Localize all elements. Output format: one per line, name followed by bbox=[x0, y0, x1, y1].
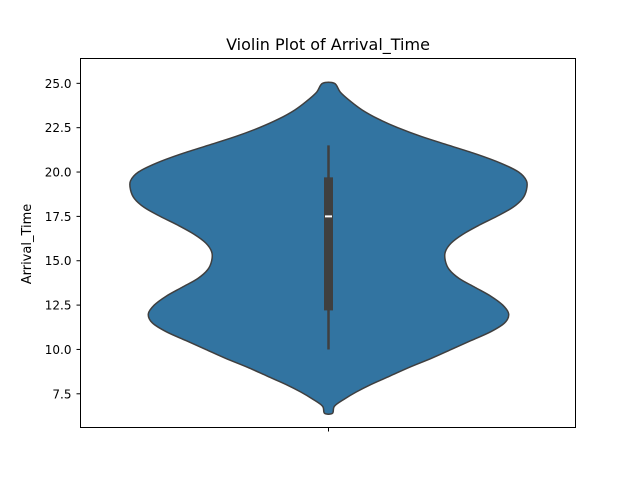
chart-title: Violin Plot of Arrival_Time bbox=[226, 35, 430, 55]
y-tick-label: 20.0 bbox=[45, 166, 72, 180]
y-axis-label: Arrival_Time bbox=[20, 204, 35, 285]
y-tick-label: 25.0 bbox=[45, 77, 72, 91]
y-tick-label: 10.0 bbox=[45, 343, 72, 357]
y-tick-label: 7.5 bbox=[52, 387, 71, 401]
plot-frame bbox=[80, 58, 576, 428]
iqr-box bbox=[324, 177, 333, 311]
y-tick-label: 12.5 bbox=[45, 299, 72, 313]
y-tick-label: 17.5 bbox=[45, 210, 72, 224]
y-tick-label: 15.0 bbox=[45, 254, 72, 268]
y-tick-label: 22.5 bbox=[45, 121, 72, 135]
